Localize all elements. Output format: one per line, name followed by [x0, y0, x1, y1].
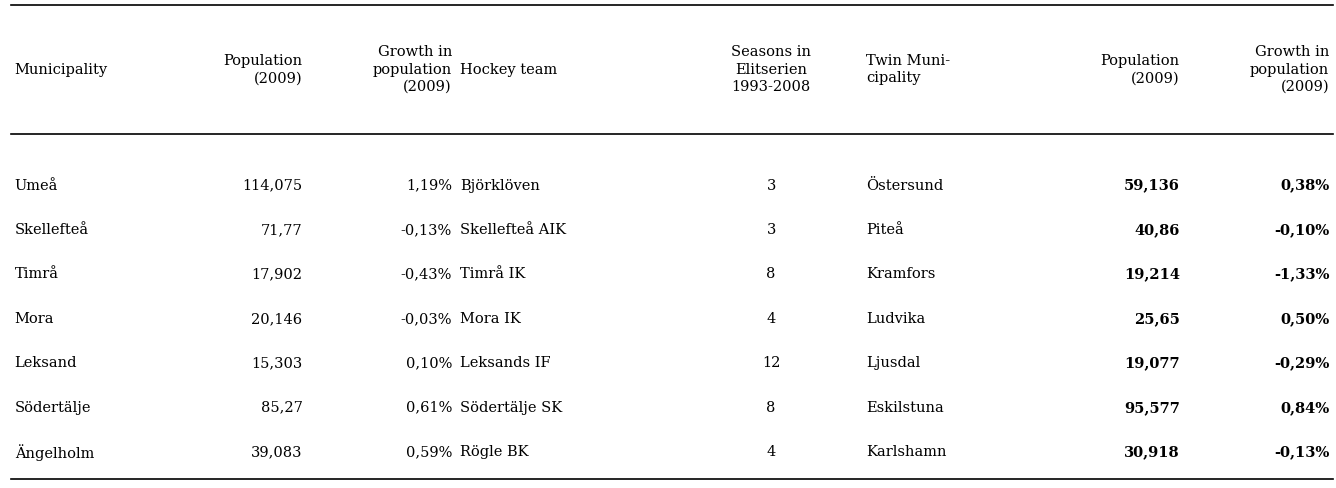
Text: -1,33%: -1,33% — [1273, 267, 1329, 282]
Text: Södertälje: Södertälje — [15, 401, 91, 415]
Text: Eskilstuna: Eskilstuna — [866, 401, 943, 415]
Text: 8: 8 — [767, 267, 776, 282]
Text: 30,918: 30,918 — [1124, 445, 1180, 459]
Text: 40,86: 40,86 — [1134, 223, 1180, 237]
Text: Mora IK: Mora IK — [460, 312, 521, 326]
Text: 3: 3 — [767, 223, 776, 237]
Text: Björklöven: Björklöven — [460, 179, 540, 193]
Text: Timrå IK: Timrå IK — [460, 267, 525, 282]
Text: Growth in
population
(2009): Growth in population (2009) — [373, 45, 452, 94]
Text: Seasons in
Elitserien
1993-2008: Seasons in Elitserien 1993-2008 — [731, 45, 811, 94]
Text: -0,13%: -0,13% — [1275, 445, 1329, 459]
Text: Umeå: Umeå — [15, 179, 57, 193]
Text: Ängelholm: Ängelholm — [15, 444, 94, 461]
Text: 85,27: 85,27 — [261, 401, 302, 415]
Text: -0,03%: -0,03% — [401, 312, 452, 326]
Text: 59,136: 59,136 — [1124, 179, 1180, 193]
Text: Södertälje SK: Södertälje SK — [460, 401, 562, 415]
Text: -0,43%: -0,43% — [401, 267, 452, 282]
Text: 25,65: 25,65 — [1134, 312, 1180, 326]
Text: 8: 8 — [767, 401, 776, 415]
Text: Ljusdal: Ljusdal — [866, 356, 921, 370]
Text: 114,075: 114,075 — [242, 179, 302, 193]
Text: Timrå: Timrå — [15, 267, 59, 282]
Text: Municipality: Municipality — [15, 62, 108, 77]
Text: Rögle BK: Rögle BK — [460, 445, 529, 459]
Text: Piteå: Piteå — [866, 223, 904, 237]
Text: Hockey team: Hockey team — [460, 62, 557, 77]
Text: 0,38%: 0,38% — [1280, 179, 1329, 193]
Text: 95,577: 95,577 — [1124, 401, 1180, 415]
Text: Kramfors: Kramfors — [866, 267, 935, 282]
Text: 12: 12 — [762, 356, 780, 370]
Text: Ludvika: Ludvika — [866, 312, 926, 326]
Text: 0,50%: 0,50% — [1280, 312, 1329, 326]
Text: -0,13%: -0,13% — [401, 223, 452, 237]
Text: Mora: Mora — [15, 312, 55, 326]
Text: 1,19%: 1,19% — [406, 179, 452, 193]
Text: 4: 4 — [767, 312, 776, 326]
Text: Östersund: Östersund — [866, 179, 943, 193]
Text: Skellefteå AIK: Skellefteå AIK — [460, 223, 566, 237]
Text: Skellefteå: Skellefteå — [15, 223, 88, 237]
Text: 15,303: 15,303 — [251, 356, 302, 370]
Text: 0,61%: 0,61% — [406, 401, 452, 415]
Text: 4: 4 — [767, 445, 776, 459]
Text: 71,77: 71,77 — [261, 223, 302, 237]
Text: Population
(2009): Population (2009) — [223, 54, 302, 85]
Text: Twin Muni-
cipality: Twin Muni- cipality — [866, 54, 950, 85]
Text: 0,10%: 0,10% — [406, 356, 452, 370]
Text: 19,077: 19,077 — [1124, 356, 1180, 370]
Text: Leksands IF: Leksands IF — [460, 356, 550, 370]
Text: 0,84%: 0,84% — [1280, 401, 1329, 415]
Text: 17,902: 17,902 — [251, 267, 302, 282]
Text: 20,146: 20,146 — [251, 312, 302, 326]
Text: Growth in
population
(2009): Growth in population (2009) — [1250, 45, 1329, 94]
Text: Karlshamn: Karlshamn — [866, 445, 947, 459]
Text: 39,083: 39,083 — [251, 445, 302, 459]
Text: -0,10%: -0,10% — [1275, 223, 1329, 237]
Text: -0,29%: -0,29% — [1275, 356, 1329, 370]
Text: Population
(2009): Population (2009) — [1101, 54, 1180, 85]
Text: 0,59%: 0,59% — [406, 445, 452, 459]
Text: 19,214: 19,214 — [1124, 267, 1180, 282]
Text: Leksand: Leksand — [15, 356, 77, 370]
Text: 3: 3 — [767, 179, 776, 193]
